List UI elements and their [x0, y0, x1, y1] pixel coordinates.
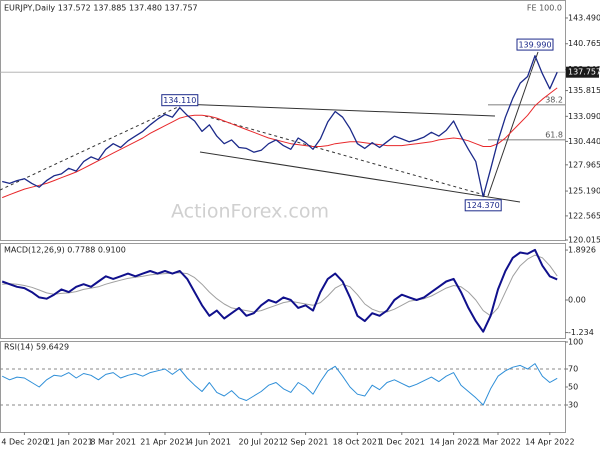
series-line — [2, 87, 558, 199]
y-tick-label: 143.490 — [568, 13, 600, 22]
y-tick-label: 100 — [568, 338, 583, 347]
last-price-box — [566, 66, 599, 78]
fib-label: 61.8 — [545, 130, 563, 139]
annotation-label: 139.990 — [518, 40, 551, 49]
y-tick-label: 1.8926 — [568, 246, 596, 255]
x-tick-label: 14 Jan 2022 — [430, 438, 478, 447]
macd-panel — [0, 243, 566, 339]
last-price-label: 137.757 — [568, 68, 600, 77]
x-tick-label: 20 Jul 2021 — [239, 438, 284, 447]
y-tick-label: 133.090 — [568, 112, 600, 121]
annotation-box — [516, 38, 554, 51]
x-tick-label: 4 Jun 2021 — [188, 438, 231, 447]
x-tick-label: 18 Oct 2021 — [333, 438, 382, 447]
panel-title: RSI(14) 59.6429 — [4, 343, 69, 352]
y-tick-label: 122.565 — [568, 211, 600, 220]
annotation-label: 124.370 — [467, 201, 500, 210]
annotation-box — [464, 199, 502, 212]
series-line — [2, 55, 558, 198]
x-tick-label: 8 Mar 2021 — [90, 438, 136, 447]
y-tick-label: 127.965 — [568, 160, 600, 169]
y-tick-label: 30 — [568, 401, 578, 410]
y-tick-label: 140.765 — [568, 39, 600, 48]
y-tick-label: 50 — [568, 383, 578, 392]
trend-line — [179, 103, 496, 117]
y-tick-label: 0.00 — [568, 296, 586, 305]
rsi-panel — [0, 341, 566, 433]
x-tick-label: 21 Apr 2021 — [140, 438, 189, 447]
series-line — [1, 363, 558, 406]
trend-line — [204, 115, 489, 197]
trend-line — [487, 51, 539, 197]
annotation-box — [161, 94, 199, 107]
series-line — [2, 254, 558, 317]
x-tick-label: 14 Apr 2022 — [525, 438, 574, 447]
x-tick-label: 21 Jan 2021 — [45, 438, 93, 447]
x-tick-label: 4 Dec 2020 — [1, 438, 47, 447]
y-tick-label: 120.015 — [568, 236, 600, 245]
fe-label: FE 100.0 — [527, 4, 562, 13]
fib-label: 38.2 — [545, 95, 563, 104]
y-tick-label: 130.440 — [568, 137, 600, 146]
watermark: ActionForex.com — [171, 201, 329, 223]
x-tick-label: 2 Sep 2021 — [283, 438, 329, 447]
y-tick-label: 125.190 — [568, 187, 600, 196]
panel-title: EURJPY,Daily 137.572 137.885 137.480 137… — [4, 4, 198, 13]
y-tick-label: 70 — [568, 365, 578, 374]
y-tick-label: -1.234 — [568, 328, 594, 337]
x-tick-label: 1 Dec 2021 — [379, 438, 425, 447]
trend-line — [199, 151, 521, 203]
panel-title: MACD(12,26,9) 0.7788 0.9100 — [4, 246, 126, 255]
series-line — [1, 248, 558, 333]
x-tick-label: 1 Mar 2022 — [475, 438, 521, 447]
y-tick-label: 135.815 — [568, 86, 600, 95]
annotation-label: 134.110 — [163, 96, 196, 105]
